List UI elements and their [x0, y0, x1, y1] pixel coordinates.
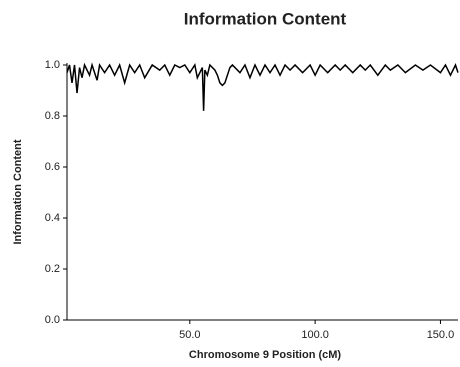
- chart-title: Information Content: [184, 9, 347, 28]
- y-tick-label: 0.2: [45, 263, 60, 275]
- x-tick-label: 150.0: [427, 329, 455, 341]
- y-tick-label: 0.6: [45, 161, 60, 173]
- y-tick-label: 0.0: [45, 314, 60, 326]
- x-tick-label: 100.0: [301, 329, 329, 341]
- x-axis-title: Chromosome 9 Position (cM): [189, 349, 342, 361]
- y-tick-label: 0.8: [45, 110, 60, 122]
- data-line: [66, 62, 459, 111]
- y-tick-label: 1.0: [45, 59, 60, 71]
- y-tick-label: 0.4: [45, 212, 60, 224]
- y-axis-title: Information Content: [12, 139, 24, 244]
- x-tick-label: 50.0: [179, 329, 200, 341]
